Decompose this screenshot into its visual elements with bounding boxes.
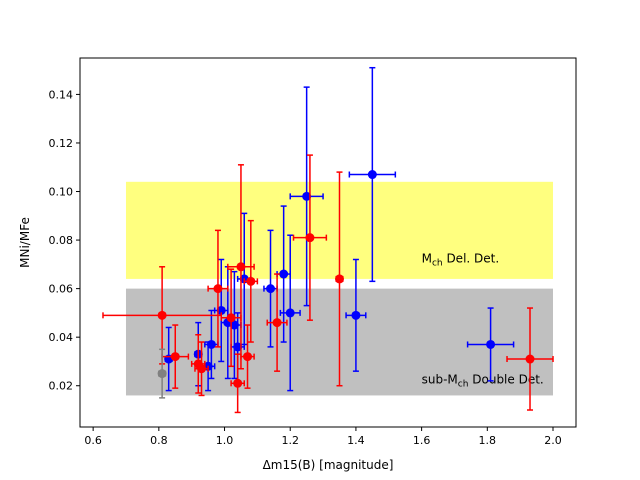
marker bbox=[170, 352, 180, 362]
marker bbox=[233, 378, 243, 388]
y-tick-label: 0.02 bbox=[49, 380, 74, 393]
marker bbox=[285, 308, 295, 318]
x-tick-label: 1.8 bbox=[479, 434, 497, 447]
marker bbox=[525, 354, 535, 364]
x-tick-label: 1.4 bbox=[347, 434, 365, 447]
data-point-1-0 bbox=[102, 266, 222, 365]
marker bbox=[302, 191, 312, 201]
x-tick-label: 1.6 bbox=[413, 434, 431, 447]
marker bbox=[246, 276, 256, 286]
marker bbox=[486, 339, 496, 349]
data-point-1-7 bbox=[227, 164, 255, 370]
data-point-1-5 bbox=[220, 268, 242, 368]
marker bbox=[157, 369, 167, 379]
region-band-label-1: sub-Mch Double Det. bbox=[422, 373, 544, 390]
plot-frame bbox=[79, 57, 577, 428]
y-tick-label: 0.14 bbox=[49, 88, 74, 101]
y-tick-label: 0.08 bbox=[49, 234, 74, 247]
x-tick-label: 1.0 bbox=[216, 434, 234, 447]
data-point-1-13 bbox=[506, 307, 554, 411]
marker bbox=[233, 342, 243, 352]
data-point-1-12 bbox=[334, 171, 344, 387]
data-point-1-10 bbox=[266, 273, 288, 372]
data-series bbox=[102, 66, 554, 414]
marker bbox=[213, 284, 223, 294]
x-axis-ticks: 0.6 0.8 1.0 1.2 1.4 1.6 1.8 2.0 bbox=[84, 427, 562, 447]
y-tick-label: 0.12 bbox=[49, 137, 74, 150]
marker bbox=[305, 233, 315, 243]
data-point-0-13 bbox=[345, 258, 367, 372]
x-tick-label: 0.6 bbox=[84, 434, 102, 447]
data-point-0-3 bbox=[204, 309, 219, 380]
data-point-0-14 bbox=[348, 66, 397, 283]
data-point-0-15 bbox=[466, 307, 515, 382]
marker bbox=[266, 284, 276, 294]
data-point-1-3 bbox=[194, 341, 209, 397]
data-point-1-11 bbox=[292, 154, 328, 321]
data-point-1-9 bbox=[243, 219, 259, 343]
marker bbox=[157, 310, 167, 320]
data-point-1-4 bbox=[207, 229, 229, 348]
y-axis-label: MNi/MFe bbox=[18, 217, 32, 268]
marker bbox=[216, 305, 226, 315]
x-axis-label: Δm15(B) [magnitude] bbox=[263, 458, 394, 472]
y-tick-label: 0.04 bbox=[49, 331, 74, 344]
marker bbox=[367, 170, 377, 180]
y-axis-ticks: 0.02 0.04 0.06 0.08 0.10 0.12 0.14 bbox=[49, 88, 80, 393]
marker bbox=[226, 313, 236, 323]
marker bbox=[334, 274, 344, 284]
y-tick-label: 0.10 bbox=[49, 186, 74, 199]
marker bbox=[229, 320, 239, 330]
x-tick-label: 2.0 bbox=[544, 434, 562, 447]
marker bbox=[206, 339, 216, 349]
data-point-1-6 bbox=[230, 353, 245, 414]
marker bbox=[272, 318, 282, 328]
data-point-1-8 bbox=[240, 324, 255, 389]
x-tick-label: 0.8 bbox=[150, 434, 168, 447]
region-band-label-0: Mch Del. Det. bbox=[422, 251, 500, 268]
marker bbox=[197, 364, 207, 374]
data-point-2-0 bbox=[157, 348, 167, 399]
data-point-0-11 bbox=[279, 234, 301, 392]
marker bbox=[243, 352, 253, 362]
marker bbox=[351, 310, 361, 320]
marker bbox=[236, 262, 246, 272]
x-tick-label: 1.2 bbox=[281, 434, 299, 447]
series-1 bbox=[102, 154, 554, 414]
marker bbox=[279, 269, 289, 279]
series-2 bbox=[157, 348, 167, 399]
region-band-labels: Mch Del. Det. sub-Mch Double Det. bbox=[422, 251, 544, 389]
y-tick-label: 0.06 bbox=[49, 283, 74, 296]
data-point-0-12 bbox=[289, 86, 324, 307]
